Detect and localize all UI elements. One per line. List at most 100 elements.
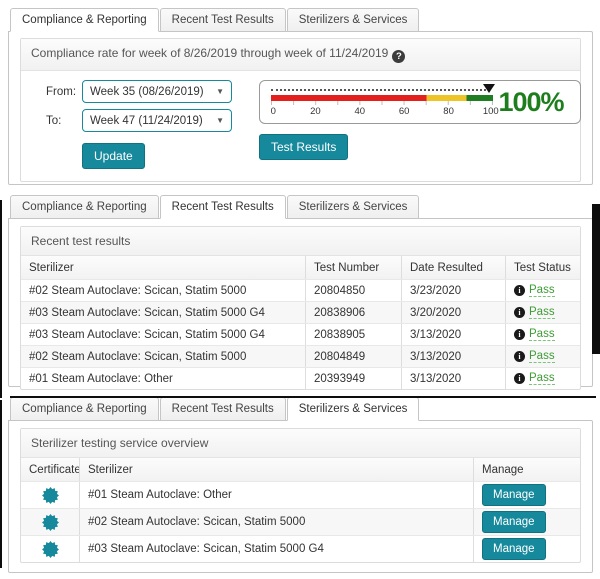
compliance-rate-content: From: Week 35 (08/26/2019) ▼ To: Week 47… [21,71,580,181]
table-row: #03 Steam Autoclave: Scican, Statim 5000… [21,535,580,562]
col-header-certificate: Certificate [21,458,80,481]
sterilizers-table-header: Certificate Sterilizer Manage [21,458,580,481]
tab-recent-test-results[interactable]: Recent Test Results [160,8,286,32]
table-row: #01 Steam Autoclave: Other Manage [21,481,580,508]
gauge-ticks [271,101,493,105]
tab-sterilizers-services[interactable]: Sterilizers & Services [287,8,420,32]
date-resulted: 3/23/2020 [402,280,506,301]
from-label: From: [46,86,82,98]
sterilizers-panel-body: Sterilizer testing service overview Cert… [8,420,593,573]
gauge-tick-label: 80 [443,106,454,117]
tab-sterilizers-services[interactable]: Sterilizers & Services [287,195,420,219]
screenshot-edge-artifact [10,396,596,398]
update-button[interactable]: Update [82,143,145,169]
tab-compliance-reporting[interactable]: Compliance & Reporting [10,8,159,32]
sterilizer-name: #03 Steam Autoclave: Scican, Statim 5000… [80,536,474,562]
gauge-scale: 0 20 40 60 80 100 [271,83,493,121]
info-icon[interactable]: i [514,351,525,362]
sterilizer-name: #02 Steam Autoclave: Scican, Statim 5000 [21,280,306,301]
chevron-down-icon: ▼ [216,116,224,125]
pass-link[interactable]: Pass [529,306,555,319]
recent-results-section: Recent test results Sterilizer Test Numb… [20,226,581,390]
tab-compliance-reporting[interactable]: Compliance & Reporting [10,195,159,219]
compliance-panel-body: Compliance rate for week of 8/26/2019 th… [8,31,593,185]
table-row: #01 Steam Autoclave: Other 20393949 3/13… [21,367,580,389]
test-number: 20804849 [306,346,402,367]
compliance-gauge: 0 20 40 60 80 100 100% [259,80,581,124]
gauge-column: 0 20 40 60 80 100 100% Test Results [242,80,581,169]
pass-link[interactable]: Pass [529,350,555,363]
manage-button[interactable]: Manage [482,484,546,506]
col-header-test-status: Test Status [506,256,580,279]
from-week-select[interactable]: Week 35 (08/26/2019) ▼ [82,80,232,103]
date-resulted: 3/13/2020 [402,324,506,345]
info-icon[interactable]: i [514,285,525,296]
recent-results-title: Recent test results [21,227,580,256]
test-number: 20393949 [306,368,402,389]
recent-results-panel-body: Recent test results Sterilizer Test Numb… [8,218,593,387]
tab-recent-test-results[interactable]: Recent Test Results [160,397,286,421]
table-row: #03 Steam Autoclave: Scican, Statim 5000… [21,323,580,345]
certificate-seal-icon[interactable] [42,514,59,531]
chevron-down-icon: ▼ [216,87,224,96]
gauge-tick-labels: 0 20 40 60 80 100 [271,106,493,118]
week-range-form: From: Week 35 (08/26/2019) ▼ To: Week 47… [46,80,242,169]
tab-compliance-reporting[interactable]: Compliance & Reporting [10,397,159,421]
test-results-button[interactable]: Test Results [259,134,348,160]
table-row: #02 Steam Autoclave: Scican, Statim 5000… [21,345,580,367]
manage-button[interactable]: Manage [482,538,546,560]
table-row: #03 Steam Autoclave: Scican, Statim 5000… [21,301,580,323]
sterilizer-name: #01 Steam Autoclave: Other [21,368,306,389]
test-number: 20804850 [306,280,402,301]
gauge-tick-label: 40 [355,106,366,117]
date-resulted: 3/13/2020 [402,368,506,389]
tab-bar: Compliance & Reporting Recent Test Resul… [8,397,593,421]
tab-sterilizers-services[interactable]: Sterilizers & Services [287,397,420,421]
col-header-date-resulted: Date Resulted [402,256,506,279]
sterilizer-name: #01 Steam Autoclave: Other [80,482,474,508]
table-row: #02 Steam Autoclave: Scican, Statim 5000… [21,508,580,535]
compliance-rate-value: 100% [493,87,569,118]
tab-recent-test-results[interactable]: Recent Test Results [160,195,286,219]
info-icon[interactable]: i [514,307,525,318]
col-header-test-number: Test Number [306,256,402,279]
to-week-value: Week 47 (11/24/2019) [90,115,203,127]
compliance-rate-section: Compliance rate for week of 8/26/2019 th… [20,38,581,182]
tab-bar: Compliance & Reporting Recent Test Resul… [8,8,593,32]
manage-button[interactable]: Manage [482,511,546,533]
help-icon[interactable]: ? [392,50,405,63]
gauge-tick-label: 100 [483,106,499,117]
tab-bar: Compliance & Reporting Recent Test Resul… [8,195,593,219]
panel-compliance-reporting: Compliance & Reporting Recent Test Resul… [8,8,593,185]
sterilizer-name: #02 Steam Autoclave: Scican, Statim 5000 [21,346,306,367]
date-resulted: 3/20/2020 [402,302,506,323]
certificate-seal-icon[interactable] [42,487,59,504]
results-table-header: Sterilizer Test Number Date Resulted Tes… [21,256,580,279]
sterilizer-name: #02 Steam Autoclave: Scican, Statim 5000 [80,509,474,535]
from-week-value: Week 35 (08/26/2019) [90,86,204,98]
info-icon[interactable]: i [514,329,525,340]
compliance-rate-title: Compliance rate for week of 8/26/2019 th… [31,46,388,60]
service-overview-title: Sterilizer testing service overview [21,429,580,458]
to-label: To: [46,115,82,127]
pass-link[interactable]: Pass [529,284,555,297]
table-row: #02 Steam Autoclave: Scican, Statim 5000… [21,279,580,301]
panel-recent-test-results: Compliance & Reporting Recent Test Resul… [8,195,593,387]
gauge-marker-icon [483,84,495,93]
sterilizer-name: #03 Steam Autoclave: Scican, Statim 5000… [21,302,306,323]
certificate-seal-icon[interactable] [42,541,59,558]
test-number: 20838906 [306,302,402,323]
screenshot-edge-artifact [0,200,2,398]
service-overview-section: Sterilizer testing service overview Cert… [20,428,581,563]
info-icon[interactable]: i [514,373,525,384]
col-header-manage: Manage [474,458,580,481]
sterilizer-name: #03 Steam Autoclave: Scican, Statim 5000… [21,324,306,345]
screenshot-edge-artifact [592,204,600,354]
to-week-select[interactable]: Week 47 (11/24/2019) ▼ [82,109,232,132]
pass-link[interactable]: Pass [529,328,555,341]
gauge-tick-label: 20 [310,106,321,117]
pass-link[interactable]: Pass [529,372,555,385]
col-header-sterilizer: Sterilizer [80,458,474,481]
screenshot-edge-artifact [0,400,2,568]
test-number: 20838905 [306,324,402,345]
